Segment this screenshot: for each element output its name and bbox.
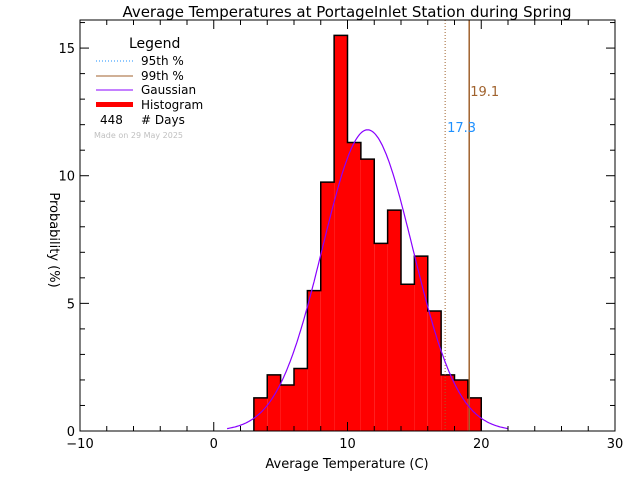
histogram-bar xyxy=(334,35,348,431)
legend-p99-label: 99th % xyxy=(141,69,184,83)
legend-histogram-swatch xyxy=(96,102,133,107)
histogram-bar xyxy=(467,397,482,431)
p95-label: 17.3 xyxy=(447,121,476,136)
y-axis-label: Probability (%) xyxy=(46,192,61,287)
histogram-bar xyxy=(320,182,335,431)
axis-ticks xyxy=(79,20,616,432)
lines-group xyxy=(444,20,470,431)
histogram-bar xyxy=(374,243,388,431)
histogram-bar xyxy=(307,290,321,431)
y-tick-label: 0 xyxy=(67,425,75,440)
p99-label: 19.1 xyxy=(470,85,499,100)
legend: Legend 95th % 99th % Gaussian Histogram … xyxy=(94,36,203,140)
legend-histogram-label: Histogram xyxy=(141,98,203,112)
x-tick-label: 30 xyxy=(607,437,624,452)
y-tick-label: 10 xyxy=(58,170,75,185)
legend-days-count: 448 xyxy=(100,113,123,127)
histogram-bar xyxy=(280,385,294,431)
x-tick-label: 0 xyxy=(210,437,218,452)
histogram-bar xyxy=(360,159,375,432)
histogram-bar xyxy=(253,397,268,431)
histogram-bar xyxy=(347,142,361,431)
x-tick-label: 20 xyxy=(473,437,490,452)
histogram-bar xyxy=(387,210,401,431)
histogram-bar xyxy=(454,379,468,431)
gaussian-curve xyxy=(227,129,509,430)
y-tick-label: 15 xyxy=(58,42,75,57)
histogram-bar xyxy=(414,256,428,431)
x-tick-label: 10 xyxy=(339,437,356,452)
legend-p95-label: 95th % xyxy=(141,54,184,68)
histogram-outline xyxy=(253,34,482,431)
histogram-bar xyxy=(441,374,455,431)
histogram-bar xyxy=(294,368,308,431)
legend-days-label: # Days xyxy=(141,113,185,127)
legend-gaussian-label: Gaussian xyxy=(141,83,196,97)
bars-group xyxy=(253,34,482,432)
x-axis-label: Average Temperature (C) xyxy=(265,457,428,472)
legend-title: Legend xyxy=(129,36,180,52)
histogram-bar xyxy=(401,284,415,431)
x-tick-label: −10 xyxy=(66,437,93,452)
y-tick-label: 5 xyxy=(67,297,75,312)
chart-title: Average Temperatures at PortageInlet Sta… xyxy=(122,3,571,21)
credit-text: Made on 29 May 2025 xyxy=(94,131,183,140)
